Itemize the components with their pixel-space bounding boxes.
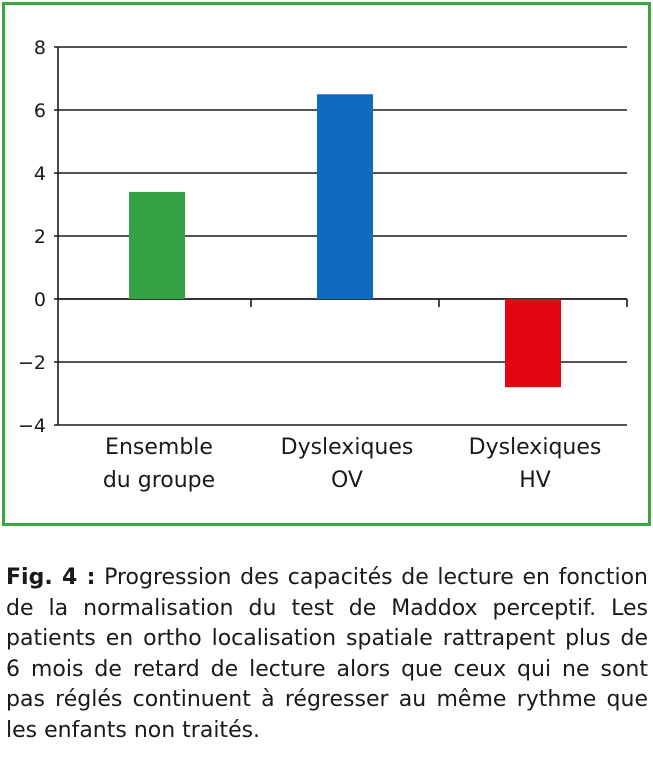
bar-chart: −4 −2 0 2 4 6 8 Ensemble du groupe Dyslexiques OV… bbox=[18, 37, 628, 493]
caption-text: Progression des capacités de lecture en … bbox=[6, 565, 648, 743]
y-tick-label: 8 bbox=[34, 37, 46, 59]
y-tick-label: 4 bbox=[34, 163, 46, 185]
figure-caption: Fig. 4 : Progression des capacités de le… bbox=[6, 563, 648, 746]
caption-label: Fig. 4 : bbox=[6, 565, 96, 590]
x-tick-label: Dyslexiques bbox=[469, 435, 602, 460]
chart-frame: −4 −2 0 2 4 6 8 Ensemble du groupe Dyslexiques OV… bbox=[2, 2, 651, 526]
bar-2 bbox=[317, 94, 373, 299]
x-tick-label: OV bbox=[331, 468, 363, 493]
x-tick-label: Dyslexiques bbox=[281, 435, 414, 460]
bar-1 bbox=[129, 191, 185, 299]
y-tick-label: 6 bbox=[34, 100, 46, 122]
y-tick-label: −2 bbox=[18, 352, 46, 374]
x-tick-label: du groupe bbox=[103, 468, 215, 493]
y-tick-label: −4 bbox=[18, 415, 46, 437]
y-tick-label: 2 bbox=[34, 226, 46, 248]
bars bbox=[129, 94, 561, 388]
y-tick-labels: −4 −2 0 2 4 6 8 bbox=[18, 37, 46, 437]
x-tick-label: Ensemble bbox=[105, 435, 213, 460]
x-tick-label: HV bbox=[519, 468, 551, 493]
x-tick-labels: Ensemble du groupe Dyslexiques OV Dyslexique… bbox=[103, 435, 602, 493]
bar-3 bbox=[505, 299, 561, 388]
y-tick-label: 0 bbox=[34, 289, 46, 311]
